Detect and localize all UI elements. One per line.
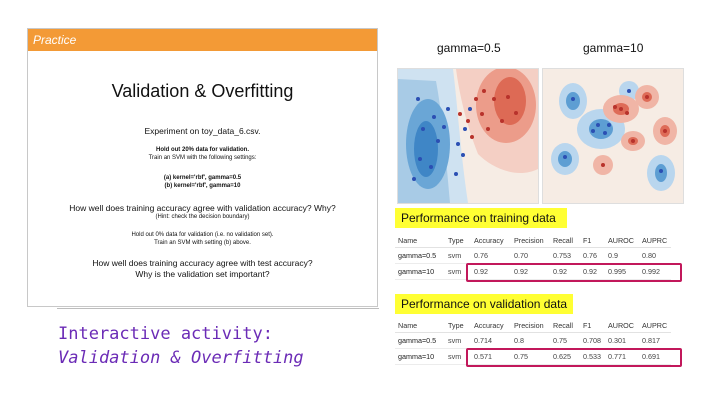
col-name: Name: [395, 233, 445, 248]
validation-performance-table: Name Type Accuracy Precision Recall F1 A…: [395, 318, 671, 365]
decision-boundary-plot-gamma-0-5: [397, 67, 539, 204]
slide-train: Train an SVM with the following settings…: [148, 155, 257, 161]
table-row: gamma=10 svm 0.92 0.92 0.92 0.92 0.995 0…: [395, 263, 671, 280]
table-row: gamma=0.5 svm 0.76 0.70 0.753 0.76 0.9 0…: [395, 247, 671, 264]
table-cell: svm: [445, 263, 471, 280]
slide-holdout: Hold out 20% data for validation.: [155, 147, 249, 153]
col-auroc: AUROC: [605, 233, 639, 248]
slide-train-b: Train an SVM with setting (b) above.: [154, 240, 251, 246]
table-cell: 0.753: [550, 247, 580, 264]
col-name: Name: [395, 318, 445, 333]
table-cell: 0.92: [511, 263, 550, 280]
table-cell: 0.533: [580, 348, 605, 365]
interactive-activity-title: Interactive activity: Validation & Overf…: [58, 322, 304, 370]
plot-label-gamma-10: gamma=10: [583, 41, 644, 55]
slide-title: Validation & Overfitting: [111, 81, 294, 101]
table-cell: 0.92: [550, 263, 580, 280]
table-cell: svm: [445, 332, 471, 349]
col-recall: Recall: [550, 318, 580, 333]
col-accuracy: Accuracy: [471, 318, 511, 333]
col-auprc: AUPRC: [639, 318, 671, 333]
training-performance-label: Performance on training data: [395, 208, 567, 228]
slide-holdout-0: Hold out 0% data for validation (i.e. no…: [131, 232, 274, 238]
slide-thumbnail: Practice Validation & Overfitting Experi…: [27, 28, 378, 307]
table-cell: 0.70: [511, 247, 550, 264]
slide-question-2: How well does training accuracy agree wi…: [92, 258, 313, 268]
slide-hint: (Hint: check the decision boundary): [155, 214, 250, 220]
training-performance-table: Name Type Accuracy Precision Recall F1 A…: [395, 233, 671, 280]
table-cell: 0.301: [605, 332, 639, 349]
table-cell: 0.92: [471, 263, 511, 280]
table-header-row: Name Type Accuracy Precision Recall F1 A…: [395, 318, 671, 333]
decision-boundary-image-right: [543, 69, 683, 203]
table-cell: 0.708: [580, 332, 605, 349]
table-cell: svm: [445, 247, 471, 264]
table-cell: 0.625: [550, 348, 580, 365]
table-cell: 0.92: [580, 263, 605, 280]
divider-line: [57, 308, 379, 309]
slide-question-3: Why is the validation set important?: [135, 269, 270, 279]
col-recall: Recall: [550, 233, 580, 248]
slide-question-1: How well does training accuracy agree wi…: [69, 203, 336, 213]
decision-boundary-image-left: [398, 67, 538, 203]
table-cell: gamma=0.5: [395, 332, 445, 349]
table-cell: 0.76: [471, 247, 511, 264]
decision-boundary-plot-gamma-10: [542, 68, 684, 204]
col-type: Type: [445, 233, 471, 248]
validation-highlight-box: [466, 348, 682, 367]
table-cell: 0.571: [471, 348, 511, 365]
table-cell: 0.75: [550, 332, 580, 349]
slide-header: Practice: [28, 29, 377, 51]
col-precision: Precision: [511, 318, 550, 333]
table-cell: svm: [445, 348, 471, 365]
slide-experiment: Experiment on toy_data_6.csv.: [144, 126, 261, 136]
table-cell: gamma=0.5: [395, 247, 445, 264]
table-cell: 0.817: [639, 332, 671, 349]
training-highlight-box: [466, 263, 682, 282]
activity-line-2: Validation & Overfitting: [58, 348, 304, 368]
table-row: gamma=10 svm 0.571 0.75 0.625 0.533 0.77…: [395, 348, 671, 365]
table-cell: gamma=10: [395, 348, 445, 365]
table-cell: 0.75: [511, 348, 550, 365]
validation-performance-label: Performance on validation data: [395, 294, 573, 314]
table-cell: 0.995: [605, 263, 639, 280]
table-cell: 0.992: [639, 263, 671, 280]
table-cell: 0.80: [639, 247, 671, 264]
slide-setting-a: (a) kernel='rbf', gamma=0.5: [163, 175, 242, 181]
col-type: Type: [445, 318, 471, 333]
table-cell: 0.691: [639, 348, 671, 365]
col-f1: F1: [580, 318, 605, 333]
table-cell: 0.9: [605, 247, 639, 264]
table-row: gamma=0.5 svm 0.714 0.8 0.75 0.708 0.301…: [395, 332, 671, 349]
table-cell: gamma=10: [395, 263, 445, 280]
table-cell: 0.76: [580, 247, 605, 264]
col-precision: Precision: [511, 233, 550, 248]
table-cell: 0.771: [605, 348, 639, 365]
col-auprc: AUPRC: [639, 233, 671, 248]
col-auroc: AUROC: [605, 318, 639, 333]
table-cell: 0.8: [511, 332, 550, 349]
plot-label-gamma-0-5: gamma=0.5: [437, 41, 501, 55]
col-f1: F1: [580, 233, 605, 248]
col-accuracy: Accuracy: [471, 233, 511, 248]
table-cell: 0.714: [471, 332, 511, 349]
table-header-row: Name Type Accuracy Precision Recall F1 A…: [395, 233, 671, 248]
slide-setting-b: (b) kernel='rbf', gamma=10: [164, 183, 241, 189]
activity-line-1: Interactive activity:: [58, 324, 273, 344]
